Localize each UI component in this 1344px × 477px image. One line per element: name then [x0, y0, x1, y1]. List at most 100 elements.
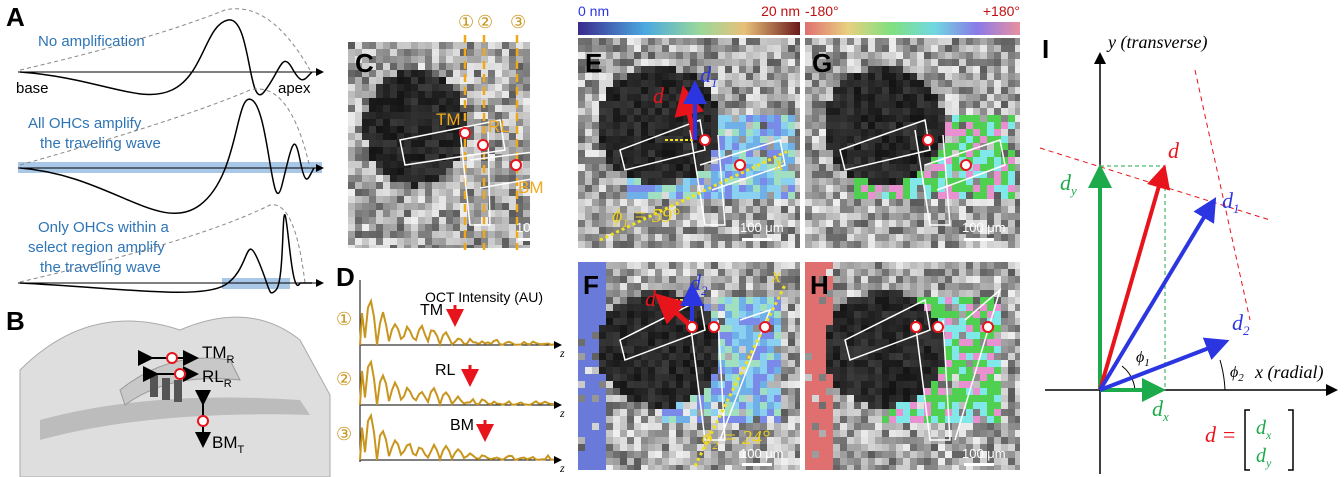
pixel	[1001, 178, 1008, 185]
pixel	[781, 213, 788, 220]
pixel	[840, 346, 847, 353]
pixel	[931, 213, 938, 220]
pixel	[655, 38, 662, 45]
pixel	[826, 199, 833, 206]
pixel	[355, 91, 362, 98]
pixel	[502, 49, 509, 56]
pixel	[404, 105, 411, 112]
pixel	[620, 325, 627, 332]
pixel	[425, 98, 432, 105]
pixel	[467, 238, 474, 245]
pixel	[903, 52, 910, 59]
pixel	[690, 38, 697, 45]
label: ϕ2	[1230, 364, 1244, 384]
pixel	[980, 192, 987, 199]
pixel	[868, 311, 875, 318]
pixel	[634, 234, 641, 241]
pixel	[994, 465, 1001, 470]
pixel	[495, 210, 502, 217]
pixel	[966, 129, 973, 136]
pixel	[418, 42, 425, 49]
position: ①	[458, 12, 474, 32]
pixel	[1008, 122, 1015, 129]
pixel	[924, 465, 931, 470]
pixel	[847, 423, 854, 430]
pixel	[931, 80, 938, 87]
pixel	[774, 381, 781, 388]
pixel	[994, 80, 1001, 87]
pixel	[592, 381, 599, 388]
pixel	[889, 367, 896, 374]
pixel	[959, 59, 966, 66]
pixel	[847, 185, 854, 192]
pixel	[592, 332, 599, 339]
pixel	[467, 63, 474, 70]
pixel	[697, 409, 704, 416]
pixel	[903, 66, 910, 73]
pixel	[634, 178, 641, 185]
pixel	[662, 381, 669, 388]
pixel	[655, 374, 662, 381]
pixel	[795, 451, 800, 458]
pixel	[683, 451, 690, 458]
angle-arc	[1220, 360, 1225, 390]
pixel	[819, 346, 826, 353]
marker	[760, 322, 770, 332]
pixel	[805, 45, 812, 52]
pixel	[847, 276, 854, 283]
pixel	[819, 444, 826, 451]
pixel	[655, 402, 662, 409]
pixel	[788, 332, 795, 339]
pixel	[788, 66, 795, 73]
pixel	[592, 94, 599, 101]
pixel	[502, 42, 509, 49]
pixel	[369, 161, 376, 168]
pixel	[509, 147, 516, 154]
pixel	[613, 122, 620, 129]
pixel	[1001, 66, 1008, 73]
pixel	[634, 38, 641, 45]
pixel	[397, 70, 404, 77]
pixel	[1008, 157, 1015, 164]
pixel	[606, 325, 613, 332]
pixel	[578, 164, 585, 171]
pixel	[641, 66, 648, 73]
pixel	[732, 346, 739, 353]
text: ϕ	[1136, 349, 1144, 366]
pixel	[613, 192, 620, 199]
pixel	[917, 416, 924, 423]
pixel	[613, 367, 620, 374]
pixel	[592, 150, 599, 157]
pixel	[966, 269, 973, 276]
pixel	[1001, 367, 1008, 374]
pixel	[875, 409, 882, 416]
pixel	[397, 63, 404, 70]
pixel	[1001, 241, 1008, 248]
pixel	[620, 101, 627, 108]
pixel	[676, 52, 683, 59]
pixel	[683, 178, 690, 185]
pixel	[523, 210, 530, 217]
pixel	[446, 245, 453, 248]
pixel	[425, 182, 432, 189]
pixel	[805, 346, 812, 353]
pixel	[648, 143, 655, 150]
pixel	[760, 164, 767, 171]
pixel	[861, 437, 868, 444]
pixel	[355, 140, 362, 147]
pixel	[627, 94, 634, 101]
pixel	[1001, 213, 1008, 220]
pixel	[861, 66, 868, 73]
pixel	[474, 133, 481, 140]
pixel	[641, 192, 648, 199]
pixel	[683, 234, 690, 241]
pixel	[1008, 367, 1015, 374]
marker	[460, 128, 470, 138]
pixel	[523, 70, 530, 77]
pixel	[805, 318, 812, 325]
pixel	[683, 199, 690, 206]
pixel	[781, 304, 788, 311]
pixel	[369, 189, 376, 196]
pixel	[882, 94, 889, 101]
pixel	[732, 66, 739, 73]
